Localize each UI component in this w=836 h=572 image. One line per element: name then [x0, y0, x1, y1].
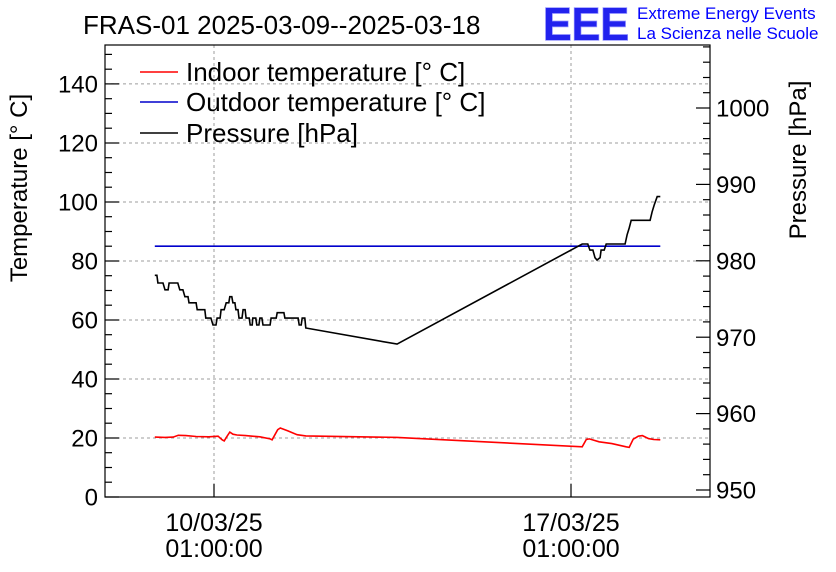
- x-tick-label-time-0: 01:00:00: [165, 535, 262, 563]
- y-tick-label-0: 0: [85, 485, 98, 512]
- y2-tick-label-990: 990: [716, 172, 756, 199]
- eee-logo: EEE Extreme Energy Events La Scienza nel…: [542, 0, 818, 51]
- y2-tick-label-980: 980: [716, 248, 756, 275]
- y2-axis-title: Pressure [hPa]: [785, 81, 812, 240]
- x-tick-label-date-0: 10/03/25: [165, 509, 262, 537]
- y-tick-label-140: 140: [58, 72, 98, 99]
- series-layer: [154, 195, 661, 449]
- y-axis-title: Temperature [° C]: [6, 94, 33, 282]
- y2-tick-label-950: 950: [716, 478, 756, 505]
- y2-tick-label-970: 970: [716, 325, 756, 352]
- legend-label-pressure: Pressure [hPa]: [186, 118, 358, 148]
- y-axis-left: 0 20 40 60 80 100 120 140: [58, 53, 119, 512]
- legend-entry-indoor-temperature: Indoor temperature [° C]: [140, 57, 465, 87]
- plot-frame: [104, 44, 711, 498]
- chart-title: FRAS-01 2025-03-09--2025-03-18: [83, 10, 480, 40]
- pressure-line: [154, 195, 661, 345]
- x-tick-label-time-1: 01:00:00: [522, 535, 619, 563]
- legend-label-indoor-temperature: Indoor temperature [° C]: [186, 57, 465, 87]
- logo-line-extreme-energy-events: Extreme Energy Events: [637, 4, 816, 23]
- y-tick-label-40: 40: [71, 367, 98, 394]
- x-tick-label-date-1: 17/03/25: [522, 509, 619, 537]
- logo-line-la-scienza-nelle-scuole: La Scienza nelle Scuole: [637, 24, 818, 43]
- legend: Indoor temperature [° C] Outdoor tempera…: [140, 57, 485, 148]
- y-tick-label-120: 120: [58, 131, 98, 158]
- indoor-temperature-line: [154, 427, 661, 449]
- legend-entry-outdoor-temperature: Outdoor temperature [° C]: [140, 87, 485, 117]
- y-axis-right: 950 960 970 980 990 1000: [696, 46, 769, 505]
- y-tick-label-20: 20: [71, 426, 98, 453]
- y2-tick-label-960: 960: [716, 401, 756, 428]
- y-tick-label-80: 80: [71, 249, 98, 276]
- eee-logo-mark: EEE: [543, 0, 629, 50]
- legend-entry-pressure: Pressure [hPa]: [140, 118, 358, 148]
- legend-label-outdoor-temperature: Outdoor temperature [° C]: [186, 87, 485, 117]
- y2-tick-label-1000: 1000: [716, 96, 769, 123]
- y-tick-label-100: 100: [58, 190, 98, 217]
- y-tick-label-60: 60: [71, 308, 98, 335]
